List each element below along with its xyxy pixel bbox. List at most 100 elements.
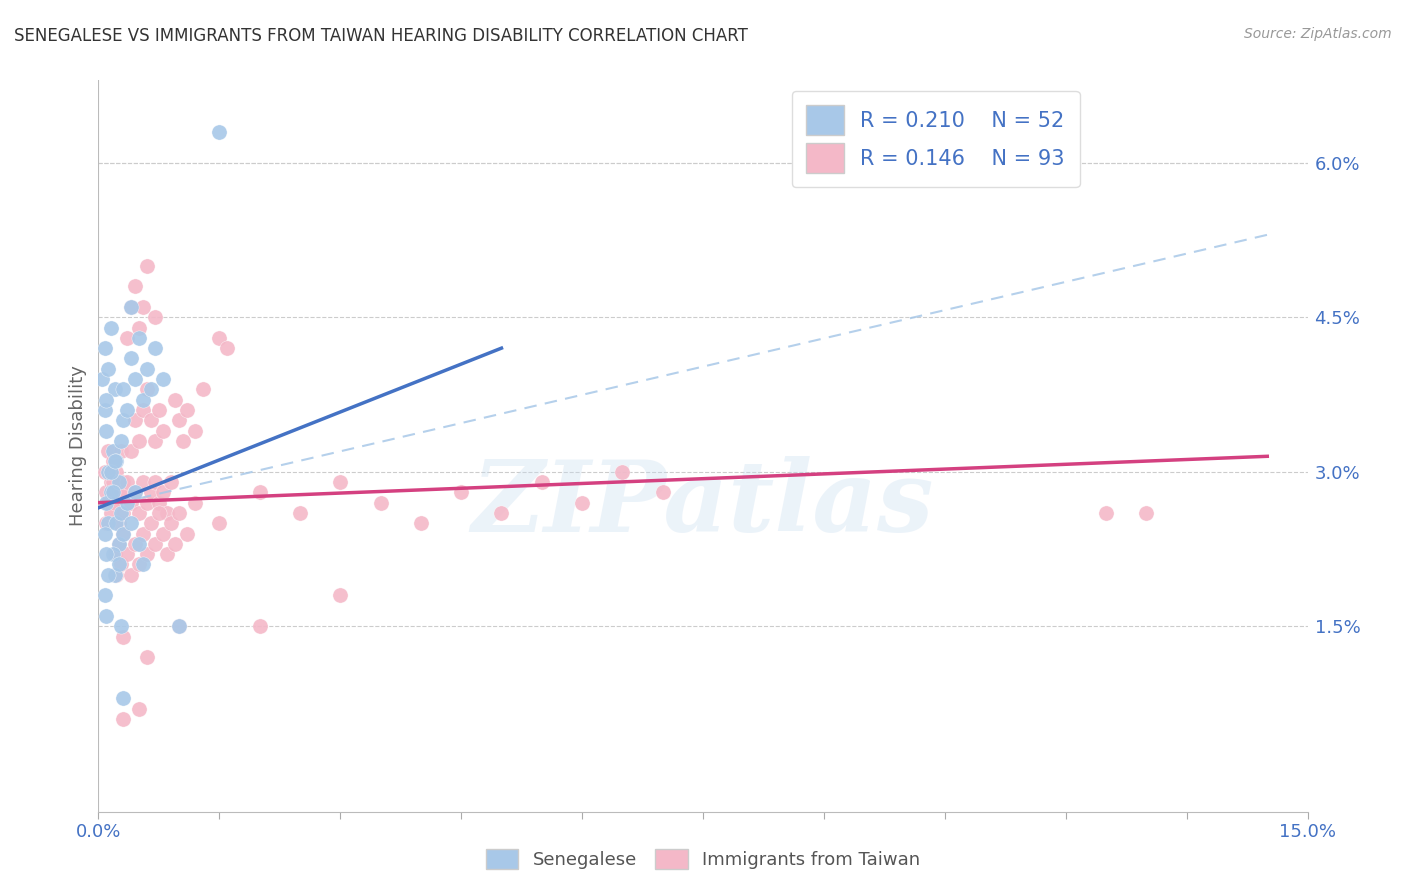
Point [120, 516, 142, 531]
Point [143, 341, 166, 355]
Point [115, 403, 138, 417]
Point [115, 496, 138, 510]
Point [167, 619, 190, 633]
Point [156, 547, 179, 561]
Point [143, 310, 166, 325]
Point [101, 547, 124, 561]
Point [208, 331, 231, 345]
Point [450, 485, 472, 500]
Point [120, 351, 142, 366]
Point [97, 516, 120, 531]
Point [111, 382, 134, 396]
Point [100, 506, 122, 520]
Point [97, 567, 120, 582]
Point [124, 279, 146, 293]
Point [152, 424, 174, 438]
Point [103, 496, 125, 510]
Point [132, 526, 155, 541]
Point [208, 125, 231, 139]
Point [139, 485, 162, 500]
Point [96, 485, 118, 500]
Point [111, 712, 134, 726]
Point [103, 382, 125, 396]
Point [163, 537, 186, 551]
Point [107, 558, 129, 572]
Point [132, 558, 155, 572]
Point [167, 506, 190, 520]
Point [120, 496, 142, 510]
Point [163, 392, 186, 407]
Point [101, 475, 124, 489]
Point [120, 567, 142, 582]
Point [1095, 506, 1118, 520]
Point [135, 496, 157, 510]
Point [132, 403, 155, 417]
Point [120, 444, 142, 458]
Point [124, 372, 146, 386]
Point [409, 516, 432, 531]
Point [152, 526, 174, 541]
Text: SENEGALESE VS IMMIGRANTS FROM TAIWAN HEARING DISABILITY CORRELATION CHART: SENEGALESE VS IMMIGRANTS FROM TAIWAN HEA… [14, 27, 748, 45]
Point [193, 382, 215, 396]
Point [124, 413, 146, 427]
Point [152, 372, 174, 386]
Point [96, 424, 118, 438]
Point [1135, 506, 1157, 520]
Point [91, 372, 114, 386]
Point [139, 382, 162, 396]
Point [135, 547, 157, 561]
Point [135, 259, 157, 273]
Point [143, 475, 166, 489]
Point [111, 475, 134, 489]
Point [249, 485, 271, 500]
Point [128, 331, 150, 345]
Point [370, 496, 392, 510]
Point [111, 526, 134, 541]
Point [107, 475, 129, 489]
Point [128, 702, 150, 716]
Y-axis label: Hearing Disability: Hearing Disability [69, 366, 87, 526]
Point [105, 516, 128, 531]
Point [148, 403, 170, 417]
Point [96, 609, 118, 624]
Point [110, 485, 132, 500]
Point [491, 506, 513, 520]
Point [105, 454, 128, 468]
Point [110, 444, 132, 458]
Point [120, 300, 142, 314]
Point [111, 506, 134, 520]
Legend: R = 0.210    N = 52, R = 0.146    N = 93: R = 0.210 N = 52, R = 0.146 N = 93 [792, 91, 1080, 187]
Point [107, 537, 129, 551]
Point [101, 444, 124, 458]
Point [571, 496, 593, 510]
Point [176, 403, 198, 417]
Point [124, 485, 146, 500]
Point [974, 166, 997, 180]
Point [176, 526, 198, 541]
Point [329, 475, 352, 489]
Point [135, 650, 157, 665]
Point [143, 537, 166, 551]
Point [96, 516, 118, 531]
Point [111, 630, 134, 644]
Point [132, 475, 155, 489]
Point [97, 361, 120, 376]
Point [184, 496, 207, 510]
Point [132, 300, 155, 314]
Point [110, 506, 132, 520]
Point [184, 424, 207, 438]
Point [208, 516, 231, 531]
Point [111, 526, 134, 541]
Point [329, 588, 352, 602]
Point [105, 465, 128, 479]
Point [110, 434, 132, 448]
Point [100, 485, 122, 500]
Point [103, 496, 125, 510]
Point [105, 567, 128, 582]
Point [111, 691, 134, 706]
Point [100, 320, 122, 334]
Point [249, 619, 271, 633]
Point [160, 475, 183, 489]
Point [167, 619, 190, 633]
Point [103, 567, 125, 582]
